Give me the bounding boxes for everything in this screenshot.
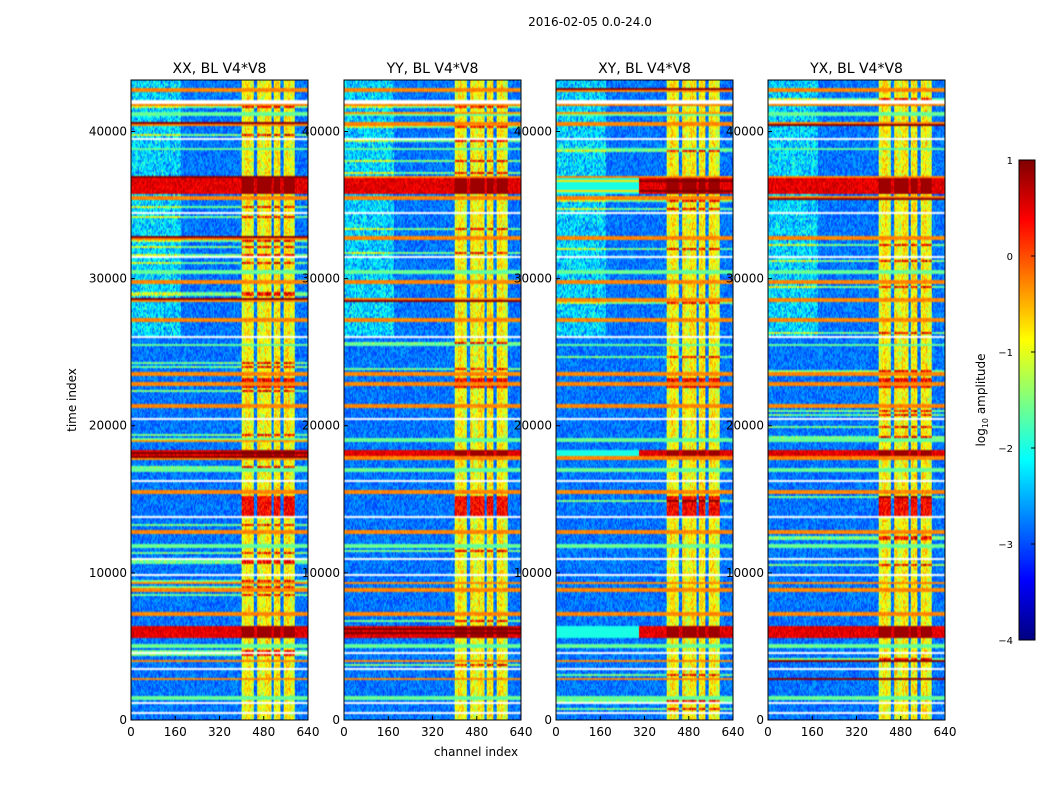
x-tick-label: 640: [297, 725, 320, 739]
y-tick-label: 0: [332, 713, 340, 727]
y-tick-label: 20000: [302, 419, 340, 433]
colorbar-label-sub: 10: [981, 418, 990, 428]
colorbar-tick-label: −2: [998, 444, 1013, 455]
colorbar-label-rest: amplitude: [974, 354, 988, 418]
panel-title: YX, BL V4*V8: [809, 61, 903, 77]
x-tick-label: 640: [722, 725, 745, 739]
figure-suptitle: 2016-02-05 0.0-24.0: [528, 15, 652, 29]
heatmap-image: [131, 80, 308, 720]
x-tick-label: 320: [421, 725, 444, 739]
heatmap-image: [556, 80, 733, 720]
x-tick-label: 320: [208, 725, 231, 739]
x-tick-label: 480: [677, 725, 700, 739]
x-tick-label: 0: [552, 725, 560, 739]
x-tick-label: 160: [801, 725, 824, 739]
x-tick-label: 0: [127, 725, 135, 739]
x-tick-label: 160: [377, 725, 400, 739]
y-tick-label: 40000: [514, 124, 552, 138]
panel-yx: YX, BL V4*V8 0 160 320 480 640 0 10000 20000 3000…: [726, 61, 957, 739]
panels: XX, BL V4*V8 0 160 320 480 640 0 10000 20000 3000…: [89, 61, 957, 739]
colorbar-tick-label: 1: [1007, 156, 1013, 167]
panel-yy: YY, BL V4*V8 0 160 320 480 640 0 10000 20000 3000…: [302, 61, 533, 739]
colorbar: 10−1−2−3−4 log10 amplitude: [974, 156, 1036, 647]
y-tick-label: 30000: [302, 272, 340, 286]
y-axis-label: time index: [65, 368, 79, 432]
panel-title: YY, BL V4*V8: [386, 61, 479, 77]
x-tick-label: 480: [889, 725, 912, 739]
y-tick-label: 20000: [726, 419, 764, 433]
y-tick-label: 0: [544, 713, 552, 727]
panel-xy: XY, BL V4*V8 0 160 320 480 640 0 10000 20000 3000…: [514, 61, 745, 739]
y-tick-label: 30000: [726, 272, 764, 286]
y-tick-label: 10000: [89, 566, 127, 580]
x-tick-label: 320: [633, 725, 656, 739]
x-tick-label: 640: [934, 725, 957, 739]
y-tick-label: 20000: [89, 419, 127, 433]
x-tick-label: 160: [589, 725, 612, 739]
colorbar-tick-label: 0: [1007, 252, 1013, 263]
colorbar-tick-label: −4: [998, 636, 1013, 647]
y-tick-label: 10000: [302, 566, 340, 580]
x-tick-label: 0: [764, 725, 772, 739]
y-tick-label: 0: [119, 713, 127, 727]
x-tick-label: 160: [164, 725, 187, 739]
y-tick-label: 40000: [726, 124, 764, 138]
colorbar-ticks: 1 0 −1 −2 −3 −4: [998, 156, 1035, 647]
y-tick-label: 40000: [89, 124, 127, 138]
y-tick-label: 10000: [514, 566, 552, 580]
y-tick-label: 40000: [302, 124, 340, 138]
heatmap-image: [768, 80, 945, 720]
x-tick-label: 480: [252, 725, 275, 739]
x-tick-label: 0: [340, 725, 348, 739]
y-tick-label: 30000: [89, 272, 127, 286]
x-tick-label: 480: [465, 725, 488, 739]
colorbar-gradient: [1018, 159, 1036, 641]
colorbar-label: log10 amplitude: [974, 354, 990, 447]
y-tick-label: 20000: [514, 419, 552, 433]
x-tick-label: 640: [510, 725, 533, 739]
panel-xx: XX, BL V4*V8 0 160 320 480 640 0 10000 20000 3000…: [89, 61, 320, 739]
panel-title: XX, BL V4*V8: [173, 61, 267, 77]
y-tick-label: 30000: [514, 272, 552, 286]
heatmap-image: [344, 80, 521, 720]
x-axis-label: channel index: [434, 745, 518, 759]
x-tick-label: 320: [845, 725, 868, 739]
colorbar-label-base: log: [974, 428, 988, 446]
colorbar-tick-label: −1: [998, 348, 1013, 359]
panel-title: XY, BL V4*V8: [598, 61, 691, 77]
y-tick-label: 10000: [726, 566, 764, 580]
y-tick-label: 0: [756, 713, 764, 727]
colorbar-tick-label: −3: [998, 540, 1013, 551]
